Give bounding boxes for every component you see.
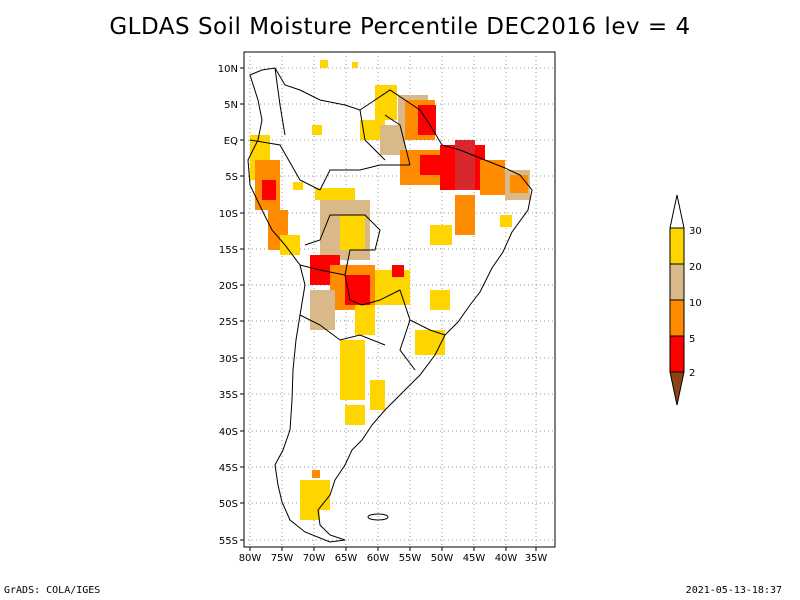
legend-swatch-10-20 — [669, 263, 685, 301]
field-patch — [510, 175, 528, 193]
footer-credit: GrADS: COLA/IGES — [4, 585, 101, 596]
field-patch — [320, 60, 328, 68]
lat-tick-label: 30S — [219, 354, 238, 365]
field-patch — [430, 225, 452, 245]
lat-tick-label: 55S — [219, 536, 238, 547]
legend-swatch-2-5 — [669, 335, 685, 373]
field-patch — [340, 340, 365, 400]
gridlines — [240, 52, 555, 551]
lat-axis: 10N 5N EQ 5S 10S 15S 20S 25S 30S 35S 40S… — [218, 64, 238, 547]
lat-tick-label: EQ — [224, 136, 238, 147]
field-patch — [345, 275, 370, 305]
lon-tick-label: 35W — [525, 553, 548, 564]
lon-tick-label: 55W — [399, 553, 422, 564]
field-patch — [360, 120, 385, 140]
legend-swatch-5-10 — [669, 299, 685, 337]
lat-tick-label: 40S — [219, 427, 238, 438]
field-patch — [312, 470, 320, 478]
legend-swatch-20-30 — [669, 227, 685, 265]
chart-title: GLDAS Soil Moisture Percentile DEC2016 l… — [109, 14, 691, 40]
field-patch — [293, 182, 303, 190]
lat-tick-label: 45S — [219, 463, 238, 474]
field-patch — [430, 290, 450, 310]
field-patch — [455, 140, 475, 190]
legend-label: 30 — [689, 226, 702, 237]
lon-axis: 80W 75W 70W 65W 60W 55W 50W 45W 40W 35W — [239, 553, 548, 564]
lat-tick-label: 35S — [219, 390, 238, 401]
lat-tick-label: 5S — [225, 172, 238, 183]
field-patch — [392, 265, 404, 277]
country-borders — [249, 67, 446, 371]
field-patch — [352, 62, 358, 68]
field-patch — [375, 85, 397, 120]
field-patch — [340, 215, 365, 250]
coastlines — [247, 67, 533, 543]
field-patch — [455, 195, 475, 235]
continent-outline — [247, 67, 533, 543]
field-patch — [310, 290, 335, 330]
lat-tick-label: 15S — [219, 245, 238, 256]
legend-label: 5 — [689, 334, 695, 345]
lat-tick-label: 10S — [219, 209, 238, 220]
lon-tick-label: 50W — [431, 553, 454, 564]
lon-tick-label: 70W — [303, 553, 326, 564]
footer-timestamp: 2021-05-13-18:37 — [685, 585, 782, 596]
field-patch — [262, 180, 276, 200]
lon-tick-label: 65W — [335, 553, 358, 564]
field-patch — [480, 160, 505, 195]
field-patch — [345, 405, 365, 425]
legend-label: 20 — [689, 262, 702, 273]
lon-tick-label: 75W — [271, 553, 294, 564]
lat-tick-label: 5N — [224, 100, 238, 111]
field-patch — [355, 305, 375, 335]
falklands-island — [367, 513, 389, 521]
field-patch — [300, 480, 330, 510]
lat-tick-label: 20S — [219, 281, 238, 292]
legend-swatch-above-30 — [669, 194, 685, 229]
field-patch — [300, 508, 320, 520]
lat-tick-label: 10N — [218, 64, 238, 75]
legend-label: 2 — [689, 368, 695, 379]
field-patch — [280, 235, 300, 255]
lon-tick-label: 80W — [239, 553, 262, 564]
legend-colorbar: 30 20 10 5 2 — [669, 194, 702, 406]
lon-tick-label: 45W — [463, 553, 486, 564]
lon-tick-label: 40W — [495, 553, 518, 564]
legend-label: 10 — [689, 298, 702, 309]
field-patch — [370, 380, 385, 410]
field-patch — [312, 125, 322, 135]
lat-tick-label: 25S — [219, 317, 238, 328]
lat-tick-label: 50S — [219, 499, 238, 510]
field-patch — [500, 215, 512, 227]
lon-tick-label: 60W — [367, 553, 390, 564]
field-patch — [315, 188, 355, 200]
legend-swatch-below-2 — [669, 371, 685, 406]
field-patch — [415, 330, 445, 355]
